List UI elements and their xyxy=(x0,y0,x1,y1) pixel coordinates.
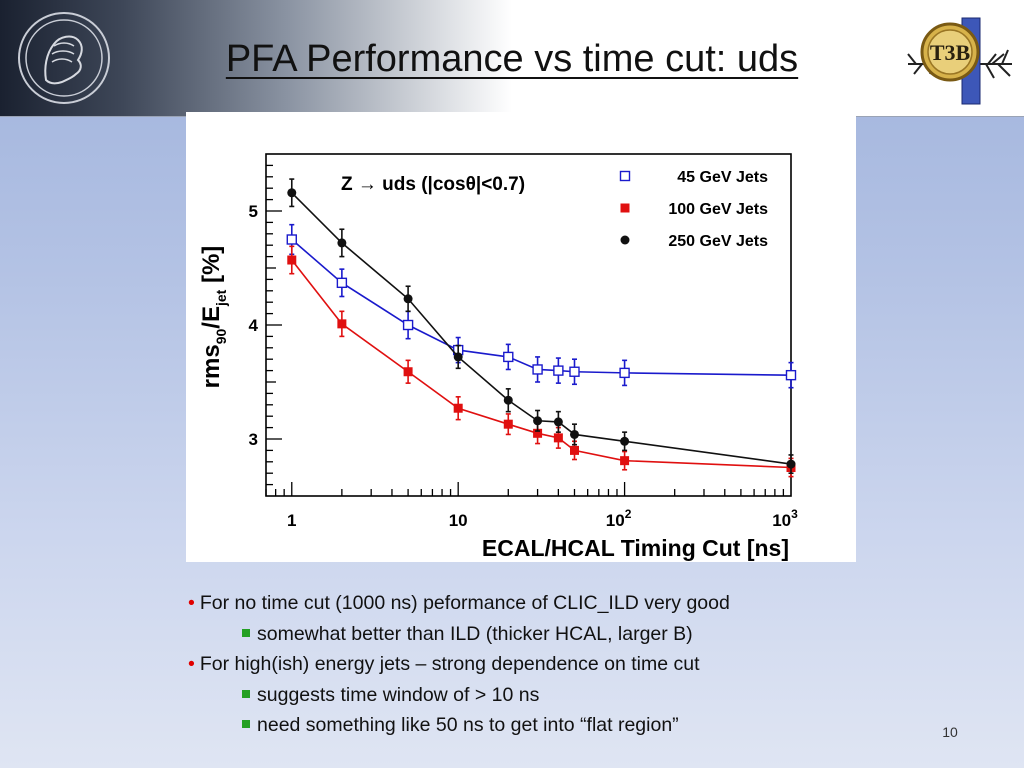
data-point xyxy=(553,417,563,427)
data-point xyxy=(569,445,579,455)
x-tick-label-base: 10 xyxy=(606,511,625,530)
data-point xyxy=(337,319,347,329)
x-tick-label-exponent: 3 xyxy=(791,507,798,521)
x-tick-label-base: 1 xyxy=(287,511,296,530)
slide-title: PFA Performance vs time cut: uds xyxy=(225,38,799,80)
bullet-dot-icon: • xyxy=(188,592,195,614)
data-point xyxy=(619,367,630,379)
y-axis-label-part: /E xyxy=(198,306,225,329)
data-point xyxy=(569,366,580,377)
data-point xyxy=(533,428,543,438)
y-tick-label: 5 xyxy=(249,202,258,221)
data-point xyxy=(620,456,630,466)
x-tick-label-exponent: 2 xyxy=(625,507,632,521)
series-line xyxy=(291,259,792,469)
bullet-text: For high(ish) energy jets – strong depen… xyxy=(199,653,700,675)
data-point xyxy=(503,395,513,405)
data-point xyxy=(620,235,630,245)
data-point xyxy=(785,369,797,381)
legend-label: 45 GeV Jets xyxy=(677,169,768,186)
data-point xyxy=(402,319,414,331)
x-tick-label: 10 xyxy=(449,511,468,530)
bullet-list: • For no time cut (1000 ns) peformance of… xyxy=(188,588,928,741)
x-tick-label: 1 xyxy=(287,511,296,530)
y-axis-label-part: [%] xyxy=(198,246,225,290)
data-point xyxy=(503,351,514,363)
y-tick-label: 3 xyxy=(249,430,258,449)
bullet-item: • For no time cut (1000 ns) peformance of… xyxy=(188,588,928,619)
square-bullet-icon xyxy=(242,689,250,698)
data-point xyxy=(553,433,563,443)
sub-bullet-item: somewhat better than ILD (thicker HCAL, … xyxy=(242,619,928,650)
series-line xyxy=(291,238,792,376)
legend-label: 250 GeV Jets xyxy=(668,233,768,250)
chart-panel: 1 10 102 103 3 4 5 ECAL/HCAL Timing Cut [ns] rms… xyxy=(186,112,856,562)
data-point xyxy=(533,416,543,426)
data-point xyxy=(453,403,463,413)
y-tick-label: 4 xyxy=(249,316,259,335)
data-point xyxy=(620,203,630,213)
y-axis-label-part: rms xyxy=(198,344,225,388)
series-line xyxy=(291,192,792,465)
chart-annotation: Z → uds (|cosθ|<0.7) xyxy=(341,174,525,195)
square-bullet-icon xyxy=(242,720,250,728)
bullet-dot-icon: • xyxy=(188,653,195,675)
x-tick-label: 103 xyxy=(772,507,798,530)
x-tick-label: 102 xyxy=(606,507,632,530)
square-bullet-icon xyxy=(242,628,250,637)
y-axis-label-part: jet xyxy=(213,289,229,307)
slide-header: PFA Performance vs time cut: uds T3B xyxy=(0,0,1024,117)
bullet-text: somewhat better than ILD (thicker HCAL, … xyxy=(257,622,693,645)
x-tick-label-base: 10 xyxy=(449,511,468,530)
series-2 xyxy=(287,245,796,478)
t3b-logo-icon: T3B xyxy=(907,17,1012,105)
page-number: 10 xyxy=(942,724,958,740)
x-tick-label-base: 10 xyxy=(772,511,791,530)
data-point xyxy=(620,436,630,446)
bullet-text: For no time cut (1000 ns) peformance of … xyxy=(199,592,730,614)
chart-legend: 45 GeV Jets 100 GeV Jets 250 GeV Jets xyxy=(619,169,768,250)
data-point xyxy=(619,170,631,182)
series-1 xyxy=(286,223,797,389)
y-axis-label-part: 90 xyxy=(213,329,229,345)
data-point xyxy=(287,255,297,265)
series-3 xyxy=(287,178,796,475)
data-point xyxy=(553,365,564,376)
data-point xyxy=(287,188,297,198)
data-point xyxy=(453,352,463,362)
data-point xyxy=(337,238,347,248)
bullet-text: need something like 50 ns to get into “f… xyxy=(257,714,679,736)
data-point xyxy=(786,459,796,469)
bullet-item: • For high(ish) energy jets – strong depe… xyxy=(188,649,928,680)
data-point xyxy=(403,294,413,304)
data-point xyxy=(403,367,413,377)
sub-bullet-item: need something like 50 ns to get into “f… xyxy=(242,710,928,741)
data-point xyxy=(532,364,543,375)
x-axis-label: ECAL/HCAL Timing Cut [ns] xyxy=(482,535,789,561)
society-seal-icon xyxy=(18,12,110,104)
bullet-text: suggests time window of > 10 ns xyxy=(257,683,540,706)
sub-bullet-item: suggests time window of > 10 ns xyxy=(242,680,928,711)
data-point xyxy=(286,234,297,245)
y-axis-label: rms90/Ejet [%] xyxy=(198,246,229,389)
logo-text: T3B xyxy=(930,40,971,65)
data-point xyxy=(503,419,513,429)
data-point xyxy=(569,429,579,439)
data-point xyxy=(336,277,348,289)
legend-label: 100 GeV Jets xyxy=(668,201,768,218)
